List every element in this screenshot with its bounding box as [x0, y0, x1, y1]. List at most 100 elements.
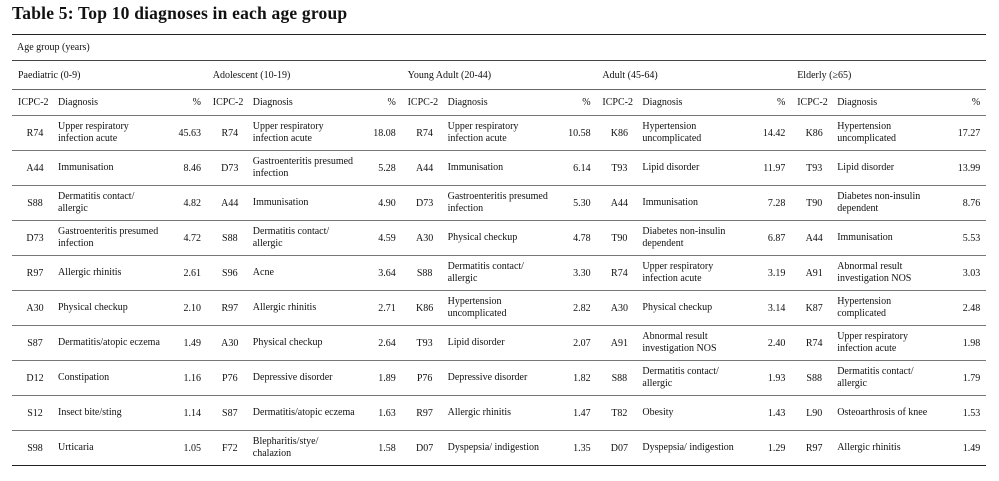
percentage: 4.72: [183, 232, 202, 244]
icpc-code: K86: [415, 302, 434, 314]
percentage: 10.58: [568, 127, 591, 139]
table-cell-group: D12 Constipation 1.16: [12, 372, 207, 384]
diagnosis-text: Immunisation: [837, 232, 893, 243]
table-row: R74 Upper respiratory infection acute 45.6…: [12, 115, 986, 150]
percentage: 1.35: [573, 442, 591, 454]
icpc-code: S88: [416, 267, 433, 279]
icpc-code: S87: [27, 337, 43, 349]
percentage: 1.49: [183, 337, 202, 349]
table-cell-group: T82 Obesity 1.43: [596, 407, 791, 419]
percentage: 1.29: [767, 442, 786, 454]
diagnosis-text: Lipid disorder: [837, 162, 895, 173]
diagnosis-text: Gastroenteritis presumed infection: [252, 156, 354, 179]
table-cell-group: S88 Dermatitis contact/ allergic 4.82: [12, 191, 207, 215]
column-header-pct: %: [192, 97, 201, 108]
group-header-young-adult: Young Adult (20-44): [407, 69, 492, 81]
table-cell-group: R97 Allergic rhinitis 1.49: [791, 442, 986, 454]
table-cell-group: A30 Physical checkup 2.64: [207, 337, 402, 349]
icpc-code: A30: [221, 337, 239, 349]
icpc-code: R74: [26, 127, 44, 139]
percentage: 3.30: [573, 267, 591, 279]
table-cell-group: S12 Insect bite/sting 1.14: [12, 407, 207, 419]
icpc-code: T90: [611, 232, 628, 244]
icpc-code: A91: [610, 337, 628, 349]
table-cell-group: L90 Osteoarthrosis of knee 1.53: [791, 407, 986, 419]
diagnosis-text: Dermatitis/atopic eczema: [252, 407, 355, 418]
diagnosis-text: Allergic rhinitis: [447, 407, 512, 418]
table-cell-group: T90 Diabetes non-insulin dependent 6.87: [596, 226, 791, 250]
diagnosis-text: Upper respiratory infection acute: [252, 121, 324, 144]
table-cell-group: P76 Depressive disorder 1.82: [402, 372, 597, 384]
icpc-code: S88: [806, 372, 822, 384]
percentage: 6.87: [767, 232, 786, 244]
percentage: 1.16: [183, 372, 202, 384]
diagnosis-text: Physical checkup: [252, 337, 323, 348]
icpc-code: S88: [222, 232, 238, 244]
table-row: S12 Insect bite/sting 1.14 S87 Dermatitis/at…: [12, 395, 986, 430]
percentage: 4.90: [378, 197, 396, 209]
percentage: 1.05: [183, 442, 202, 454]
percentage: 11.97: [763, 162, 786, 174]
icpc-code: T93: [611, 162, 628, 174]
percentage: 1.93: [767, 372, 786, 384]
table-row: S88 Dermatitis contact/ allergic 4.82 A44 Im…: [12, 185, 986, 220]
icpc-code: D12: [26, 372, 44, 384]
percentage: 2.71: [378, 302, 396, 314]
table-cell-group: D73 Gastroenteritis presumed infection 5.3…: [402, 191, 597, 215]
percentage: 7.28: [767, 197, 786, 209]
percentage: 1.49: [962, 442, 981, 454]
percentage: 2.07: [573, 337, 591, 349]
table-cell-group: R97 Allergic rhinitis 2.61: [12, 267, 207, 279]
table-cell-group: K87 Hypertension complicated 2.48: [791, 296, 986, 320]
percentage: 1.89: [378, 372, 396, 384]
table-cell-group: S96 Acne 3.64: [207, 267, 402, 279]
table-cell-group: P76 Depressive disorder 1.89: [207, 372, 402, 384]
table-cell-group: S98 Urticaria 1.05: [12, 442, 207, 454]
column-header-pct: %: [582, 97, 591, 108]
table-cell-group: T93 Lipid disorder 11.97: [596, 162, 791, 174]
diagnosis-text: Dermatitis/atopic eczema: [58, 337, 160, 348]
icpc-code: K86: [805, 127, 823, 139]
icpc-code: D73: [221, 162, 239, 174]
icpc-code: F72: [222, 442, 238, 454]
column-header-code: ICPC-2: [602, 97, 633, 108]
diagnosis-text: Immunisation: [58, 162, 114, 173]
diagnosis-text: Upper respiratory infection acute: [837, 331, 908, 354]
table-cell-group: A30 Physical checkup 3.14: [596, 302, 791, 314]
percentage: 1.79: [962, 372, 981, 384]
diagnosis-text: Immunisation: [252, 197, 309, 208]
percentage: 2.40: [767, 337, 786, 349]
icpc-code: A44: [415, 162, 434, 174]
icpc-code: S88: [611, 372, 628, 384]
table-cell-group: S87 Dermatitis/atopic eczema 1.63: [207, 407, 402, 419]
percentage: 3.64: [378, 267, 396, 279]
table-bottom-rule: [12, 465, 986, 466]
column-header-code: ICPC-2: [407, 97, 439, 108]
percentage: 1.98: [962, 337, 981, 349]
table-row: A30 Physical checkup 2.10 R97 Allergic rhini…: [12, 290, 986, 325]
percentage: 5.30: [573, 197, 591, 209]
icpc-code: R74: [611, 267, 628, 279]
group-header-adult: Adult (45-64): [602, 69, 658, 81]
diagnosis-text: Dermatitis contact/ allergic: [642, 366, 719, 389]
diagnosis-text: Dyspepsia/ indigestion: [447, 442, 539, 453]
diagnosis-text: Hypertension uncomplicated: [447, 296, 507, 319]
table-cell-group: S88 Dermatitis contact/ allergic 1.79: [791, 366, 986, 390]
column-header-group: ICPC-2 Diagnosis%: [596, 97, 791, 109]
percentage: 5.53: [962, 232, 981, 244]
icpc-code: D07: [610, 442, 628, 454]
icpc-code: R74: [221, 127, 239, 139]
diagnosis-text: Osteoarthrosis of knee: [837, 407, 928, 418]
percentage: 8.76: [962, 197, 981, 209]
percentage: 5.28: [378, 162, 396, 174]
table-title: Table 5: Top 10 diagnoses in each age gr…: [12, 3, 348, 23]
percentage: 2.10: [183, 302, 202, 314]
icpc-code: R97: [26, 267, 44, 279]
icpc-code: A30: [415, 232, 434, 244]
diagnosis-text: Physical checkup: [642, 302, 713, 313]
diagnosis-text: Allergic rhinitis: [837, 442, 901, 453]
icpc-code: S87: [222, 407, 238, 419]
percentage: 3.03: [962, 267, 981, 279]
caption-rule: [12, 60, 986, 61]
diagnosis-text: Immunisation: [642, 197, 698, 208]
